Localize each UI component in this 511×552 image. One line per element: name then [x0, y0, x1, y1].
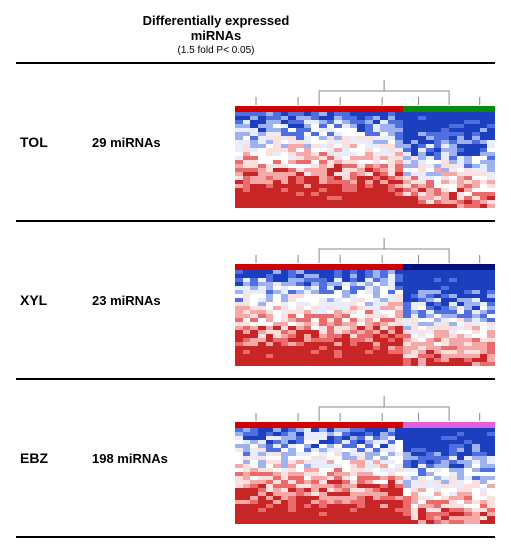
heatmap: [235, 392, 495, 524]
table-header: Differentially expressed miRNAs (1.5 fol…: [16, 14, 306, 62]
header-sub: (1.5 fold P< 0.05): [126, 45, 306, 57]
heatmap-wrapper: [226, 76, 495, 208]
section-ebz: EBZ 198 miRNAs: [16, 380, 495, 538]
heatmap-grid: [235, 428, 495, 524]
section-tol: TOL 29 miRNAs: [16, 64, 495, 222]
mirna-count: 23 miRNAs: [92, 293, 226, 308]
dendrogram: [235, 234, 495, 264]
condition-label: EBZ: [16, 450, 92, 466]
mirna-count: 29 miRNAs: [92, 135, 226, 150]
heatmap: [235, 234, 495, 366]
header-line-1: Differentially expressed: [126, 14, 306, 29]
heatmap-wrapper: [226, 234, 495, 366]
heatmap-wrapper: [226, 392, 495, 524]
header-line-2: miRNAs: [126, 29, 306, 44]
heatmap-grid: [235, 112, 495, 208]
mirna-count: 198 miRNAs: [92, 451, 226, 466]
section-xyl: XYL 23 miRNAs: [16, 222, 495, 380]
condition-label: XYL: [16, 292, 92, 308]
condition-label: TOL: [16, 134, 92, 150]
heatmap-grid: [235, 270, 495, 366]
heatmap: [235, 76, 495, 208]
sections-container: TOL 29 miRNAs XYL 23 miRNAs EBZ 198 miRN…: [16, 64, 495, 538]
dendrogram: [235, 392, 495, 422]
dendrogram: [235, 76, 495, 106]
